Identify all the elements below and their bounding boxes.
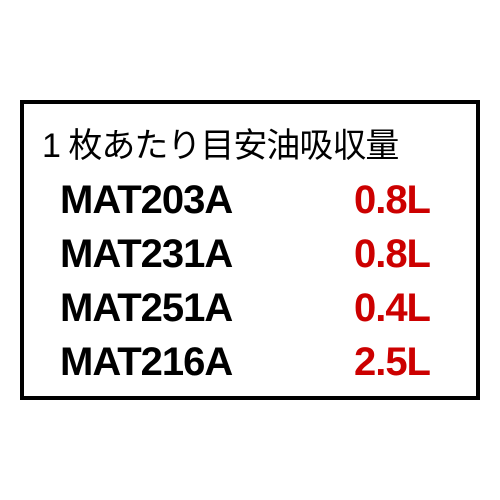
product-code: MAT216A [60,335,232,389]
table-row: MAT251A 0.4L [42,281,458,335]
absorption-value: 2.5L [354,335,430,389]
product-code: MAT231A [60,227,232,281]
table-row: MAT231A 0.8L [42,227,458,281]
table-row: MAT203A 0.8L [42,173,458,227]
product-code: MAT251A [60,281,232,335]
table-row: MAT216A 2.5L [42,335,458,389]
spec-label-box: 1 枚あたり目安油吸収量 MAT203A 0.8L MAT231A 0.8L M… [20,100,480,400]
absorption-value: 0.4L [354,281,430,335]
label-title: 1 枚あたり目安油吸収量 [42,118,458,167]
absorption-value: 0.8L [354,173,430,227]
product-code: MAT203A [60,173,232,227]
absorption-value: 0.8L [354,227,430,281]
